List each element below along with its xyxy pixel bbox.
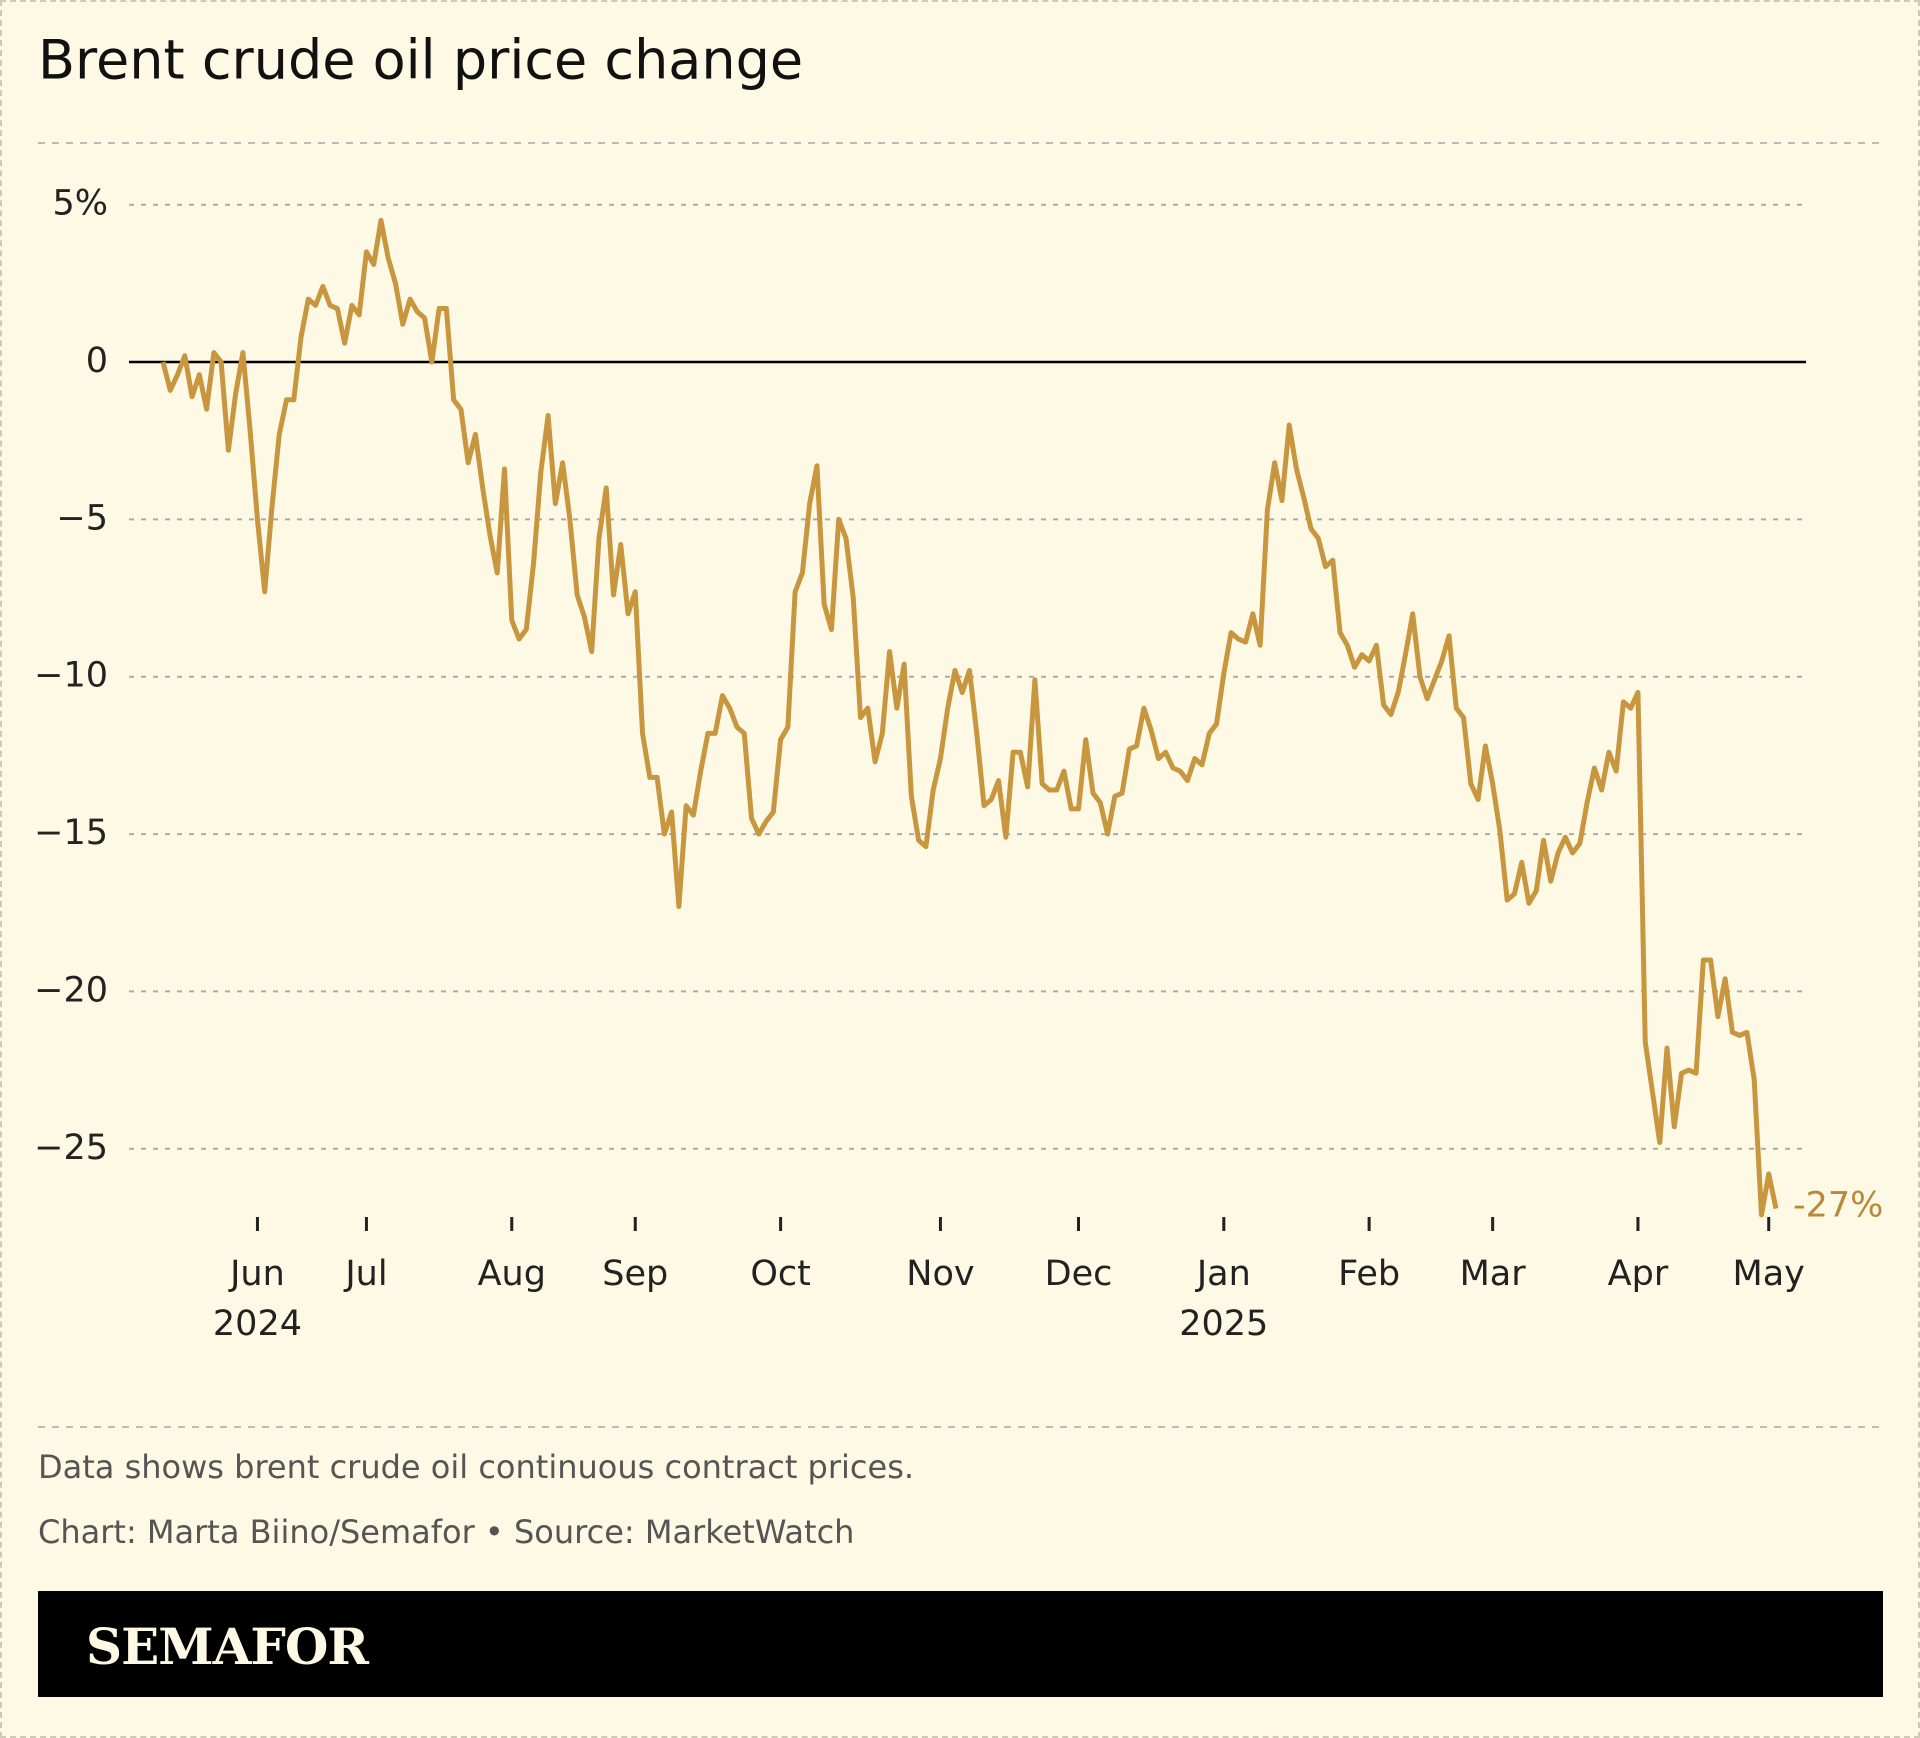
price-line bbox=[160, 217, 1779, 1218]
note: Data shows brent crude oil continuous co… bbox=[38, 1448, 915, 1486]
x-tick-label: Jun 2024 bbox=[212, 1254, 302, 1344]
x-tick-label: Oct bbox=[750, 1254, 811, 1294]
x-tick-label: Sep bbox=[602, 1254, 669, 1294]
chart-title: Brent crude oil price change bbox=[38, 29, 803, 92]
y-tick-label: 0 bbox=[86, 341, 108, 381]
brand-bar: SEMAFOR bbox=[38, 1591, 1883, 1697]
brand: SEMAFOR bbox=[86, 1617, 369, 1676]
y-tick-label: −25 bbox=[34, 1128, 108, 1168]
x-tick-label: Nov bbox=[906, 1254, 975, 1294]
x-tick-label: Jul bbox=[345, 1254, 388, 1294]
y-tick-label: −20 bbox=[34, 970, 108, 1010]
x-tick-label: Dec bbox=[1044, 1254, 1113, 1294]
x-tick-label: Apr bbox=[1607, 1254, 1669, 1294]
chart: Brent crude oil price change 5% 0 −5 −10 −15… bbox=[34, 29, 1883, 1428]
x-tick-label: Jan 2025 bbox=[1179, 1254, 1269, 1344]
end-label: -27% bbox=[1793, 1186, 1883, 1226]
x-tick-label: May bbox=[1732, 1254, 1805, 1294]
y-tick-label: −10 bbox=[34, 656, 108, 696]
x-tick-label: Mar bbox=[1459, 1254, 1526, 1294]
x-tick-label: Aug bbox=[477, 1254, 546, 1294]
y-tick-label: 5% bbox=[52, 184, 108, 224]
x-tick-label: Feb bbox=[1338, 1254, 1401, 1294]
y-tick-label: −15 bbox=[34, 813, 108, 853]
y-tick-label: −5 bbox=[56, 498, 108, 538]
credit: Chart: Marta Biino/Semafor • Source: Mar… bbox=[38, 1513, 855, 1551]
